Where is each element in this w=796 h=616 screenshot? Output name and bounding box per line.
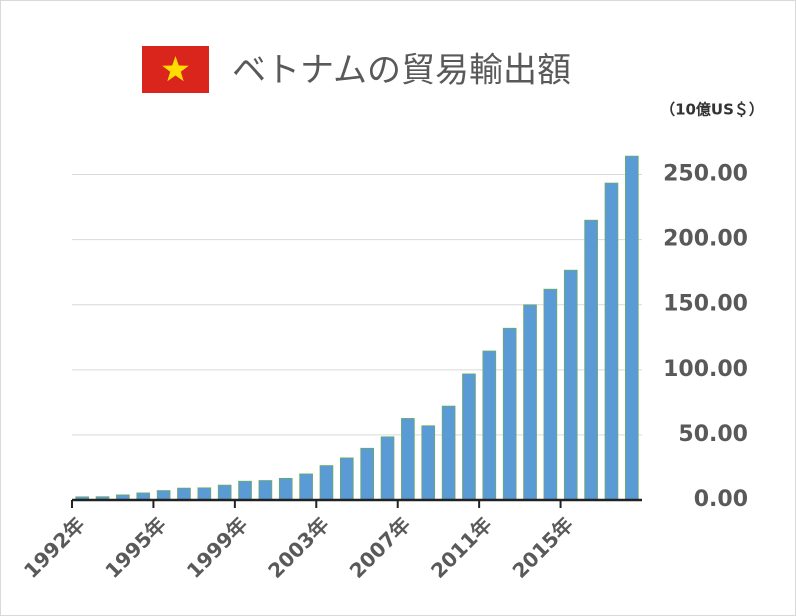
unit-label: （10億US＄） — [660, 101, 764, 119]
bar — [584, 219, 598, 501]
bar — [380, 436, 395, 501]
bar — [604, 182, 619, 501]
bar — [319, 465, 334, 501]
bar — [462, 373, 476, 501]
bar — [625, 155, 639, 501]
bar — [523, 304, 537, 501]
bar — [156, 490, 171, 501]
bar — [197, 487, 212, 501]
y-tick-label: 50.00 — [678, 422, 748, 447]
y-tick-label: 200.00 — [663, 227, 748, 252]
bar — [441, 405, 456, 501]
bar — [258, 480, 273, 501]
bar — [299, 473, 313, 501]
chart-title: ベトナムの貿易輸出額 — [232, 51, 571, 91]
bar — [502, 327, 517, 501]
bar — [563, 269, 578, 501]
bar — [217, 484, 232, 501]
bar — [482, 350, 497, 501]
y-tick-label: 100.00 — [663, 357, 748, 382]
flag-star — [162, 56, 189, 82]
bar — [340, 457, 354, 501]
y-tick-label: 150.00 — [663, 292, 748, 317]
bar — [238, 480, 252, 501]
bar — [421, 425, 436, 501]
y-tick-label: 0.00 — [694, 487, 748, 512]
bar — [401, 418, 415, 501]
bar — [177, 487, 191, 501]
bar — [278, 477, 293, 501]
bar — [543, 288, 558, 501]
y-tick-label: 250.00 — [663, 162, 748, 187]
bar — [360, 447, 374, 501]
